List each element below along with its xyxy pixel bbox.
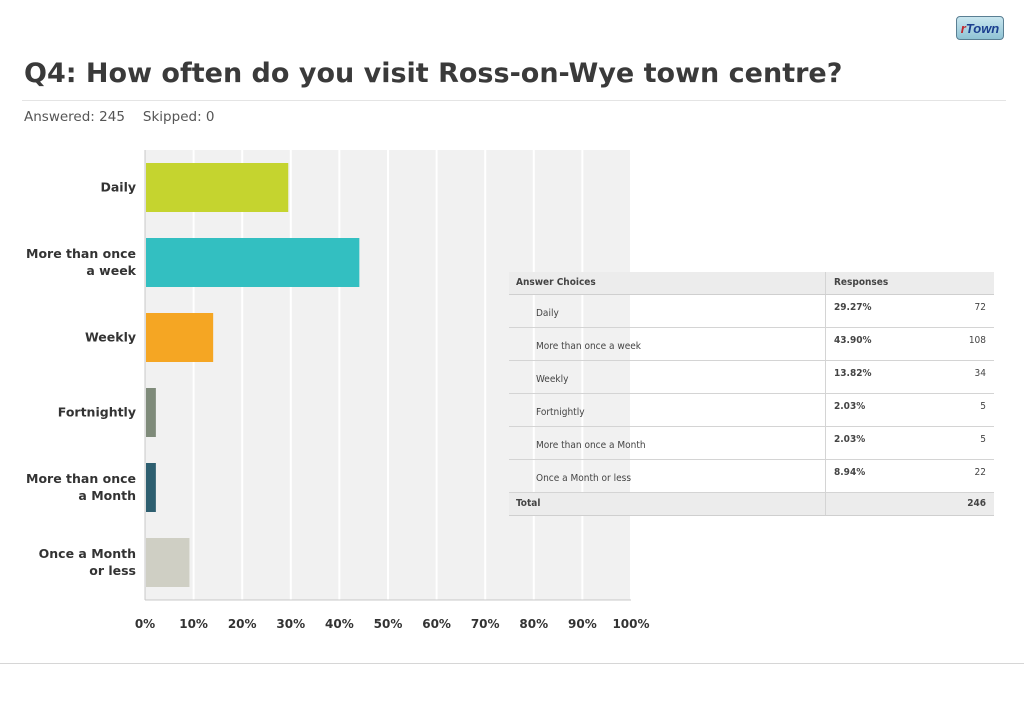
category-label: Weekly bbox=[85, 330, 136, 345]
row-percent: 2.03% bbox=[834, 434, 866, 445]
table-column-divider bbox=[825, 295, 826, 327]
category-label: Once a Month bbox=[39, 546, 136, 561]
table-column-divider bbox=[825, 272, 826, 294]
row-percent: 29.27% bbox=[834, 302, 872, 313]
bar bbox=[146, 388, 156, 437]
row-count: 5 bbox=[980, 401, 986, 412]
category-label: More than once bbox=[26, 246, 136, 261]
x-tick-label: 20% bbox=[228, 617, 257, 631]
table-column-divider bbox=[825, 394, 826, 426]
table-total-row: Total 246 bbox=[509, 493, 994, 516]
rtown-logo: r Town bbox=[956, 16, 1004, 40]
responses-table: Answer Choices Responses Daily 29.27% 72 Mo… bbox=[509, 272, 994, 516]
row-count: 5 bbox=[980, 434, 986, 445]
header-answer-choices: Answer Choices bbox=[516, 277, 596, 288]
category-label: a week bbox=[86, 263, 136, 278]
bar bbox=[146, 313, 214, 362]
x-tick-label: 90% bbox=[568, 617, 597, 631]
x-tick-label: 60% bbox=[422, 617, 451, 631]
row-percent: 8.94% bbox=[834, 467, 866, 478]
table-row: More than once a week 43.90% 108 bbox=[509, 328, 994, 361]
row-percent: 13.82% bbox=[834, 368, 872, 379]
footer-divider bbox=[0, 663, 1024, 664]
title-divider bbox=[22, 100, 1006, 101]
x-tick-label: 10% bbox=[179, 617, 208, 631]
bar bbox=[146, 538, 190, 587]
bar bbox=[146, 163, 289, 212]
x-tick-label: 50% bbox=[374, 617, 403, 631]
table-column-divider bbox=[825, 493, 826, 515]
page-title: Q4: How often do you visit Ross-on-Wye t… bbox=[24, 58, 843, 89]
row-count: 22 bbox=[974, 467, 986, 478]
row-percent: 2.03% bbox=[834, 401, 866, 412]
category-label: Fortnightly bbox=[58, 405, 136, 420]
table-body: Daily 29.27% 72 More than once a week 43.90%… bbox=[509, 295, 994, 493]
logo-r: r bbox=[960, 20, 966, 36]
table-column-divider bbox=[825, 328, 826, 360]
table-column-divider bbox=[825, 361, 826, 393]
row-choice: Fortnightly bbox=[536, 407, 585, 418]
answered-count: Answered: 245 bbox=[24, 109, 125, 125]
total-label: Total bbox=[516, 498, 541, 509]
row-percent: 43.90% bbox=[834, 335, 872, 346]
table-row: Daily 29.27% 72 bbox=[509, 295, 994, 328]
category-label: a Month bbox=[78, 488, 136, 503]
row-choice: Weekly bbox=[536, 374, 569, 385]
table-row: Weekly 13.82% 34 bbox=[509, 361, 994, 394]
category-label: or less bbox=[89, 563, 136, 578]
table-row: More than once a Month 2.03% 5 bbox=[509, 427, 994, 460]
category-label: More than once bbox=[26, 471, 136, 486]
table-column-divider bbox=[825, 427, 826, 459]
total-value: 246 bbox=[967, 498, 986, 509]
row-count: 108 bbox=[968, 335, 986, 346]
x-tick-label: 40% bbox=[325, 617, 354, 631]
x-tick-label: 100% bbox=[612, 617, 649, 631]
table-column-divider bbox=[825, 460, 826, 492]
bar bbox=[146, 463, 156, 512]
x-tick-label: 80% bbox=[519, 617, 548, 631]
x-tick-label: 30% bbox=[276, 617, 305, 631]
x-tick-label: 70% bbox=[471, 617, 500, 631]
row-choice: More than once a week bbox=[536, 341, 641, 352]
row-choice: Once a Month or less bbox=[536, 473, 632, 484]
row-count: 34 bbox=[974, 368, 986, 379]
table-header-row: Answer Choices Responses bbox=[509, 272, 994, 295]
table-row: Fortnightly 2.03% 5 bbox=[509, 394, 994, 427]
category-label: Daily bbox=[100, 180, 136, 195]
response-summary: Answered: 245 Skipped: 0 bbox=[24, 109, 233, 125]
x-tick-label: 0% bbox=[135, 617, 155, 631]
table-row: Once a Month or less 8.94% 22 bbox=[509, 460, 994, 493]
skipped-count: Skipped: 0 bbox=[142, 109, 215, 125]
header-responses: Responses bbox=[834, 277, 889, 288]
row-choice: Daily bbox=[536, 308, 559, 319]
row-count: 72 bbox=[974, 302, 986, 313]
logo-town: Town bbox=[965, 20, 1000, 36]
row-choice: More than once a Month bbox=[536, 440, 646, 451]
bar bbox=[146, 238, 360, 287]
